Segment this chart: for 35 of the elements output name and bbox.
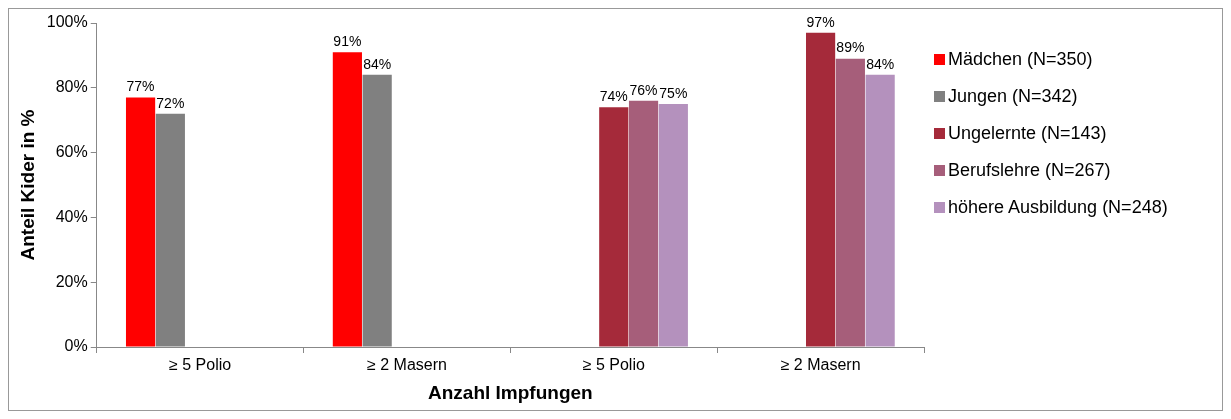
y-tick-label: 40% (55, 207, 88, 225)
x-tick-label: ≥ 2 Masern (780, 356, 861, 374)
legend-label: Mädchen (N=350) (948, 49, 1093, 70)
data-label: 74% (599, 88, 628, 105)
legend-label: Berufslehre (N=267) (948, 160, 1111, 181)
y-axis-title: Anteil Kider in % (16, 109, 38, 261)
x-axis-title: Anzahl Impfungen (428, 381, 593, 403)
data-label: 97% (806, 13, 835, 30)
bar (599, 107, 629, 347)
bar (628, 100, 659, 347)
x-tick-label: ≥ 5 Polio (169, 356, 232, 374)
data-label: 75% (659, 84, 688, 101)
y-tick-label: 80% (55, 78, 88, 96)
legend-label: höhere Ausbildung (N=248) (948, 197, 1168, 218)
bar (806, 32, 836, 347)
bar (865, 74, 895, 347)
data-label: 84% (363, 55, 392, 72)
bar (658, 104, 688, 347)
legend-label: Ungelernte (N=143) (948, 123, 1107, 144)
data-label: 77% (126, 78, 155, 95)
bar (835, 58, 865, 347)
y-tick-label: 0% (64, 337, 88, 355)
y-tick-label: 100% (46, 13, 88, 31)
bar (332, 52, 362, 347)
legend-label: Jungen (N=342) (948, 86, 1078, 107)
x-tick-label: ≥ 5 Polio (582, 356, 645, 374)
data-label: 91% (333, 33, 362, 50)
data-label: 84% (866, 55, 895, 72)
bar (125, 97, 156, 347)
y-tick-label: 20% (55, 272, 88, 290)
data-label: 89% (836, 39, 865, 56)
x-tick-label: ≥ 2 Masern (366, 356, 447, 374)
y-tick-label: 60% (55, 143, 88, 161)
data-label: 76% (629, 81, 658, 98)
data-label: 72% (156, 94, 185, 111)
